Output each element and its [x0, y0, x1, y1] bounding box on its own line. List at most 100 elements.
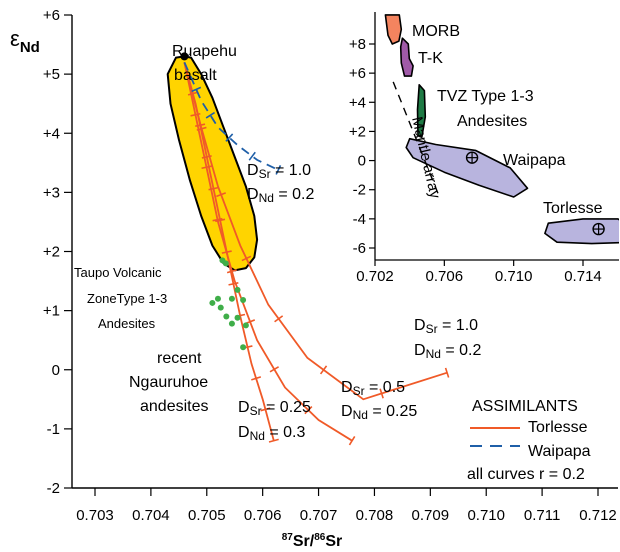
x-tick-label: 0.703: [76, 507, 114, 524]
andesite-sample-point: [240, 296, 247, 303]
legend-label-waipapa: Waipapa: [528, 443, 591, 460]
curve-tick: [304, 405, 313, 415]
x-tick-label: 0.705: [188, 507, 226, 524]
x-axis-title-end: Sr: [325, 533, 342, 550]
inset-y-tick-label: -4: [353, 211, 366, 228]
curve-tick: [190, 112, 201, 117]
x-axis-title-mid: Sr/: [293, 533, 315, 550]
inset-y-tick-label: -2: [353, 182, 366, 199]
inset-y-tick-label: +6: [349, 65, 366, 82]
x-tick-label: 0.710: [467, 507, 505, 524]
andesite-sample-point: [223, 313, 230, 320]
curve-tick: [208, 186, 219, 191]
x-axis-title-sup1: 87: [282, 532, 294, 543]
tvz-field-layer: [166, 55, 259, 272]
curve-label-torlesse1-dsr: DSr = 1.0: [414, 317, 478, 336]
x-axis-title: 87Sr/86Sr: [282, 532, 343, 550]
curve-label-torlesse2-dsr: DSr = 0.5: [341, 379, 405, 398]
y-axis-title-sub: Nd: [20, 39, 40, 56]
recent-label-2: Ngauruhoe: [129, 374, 208, 391]
andesite-sample-point: [234, 314, 241, 321]
curve-tick: [268, 438, 279, 443]
curve-label-waipapa-dsr: DSr = 1.0: [247, 162, 311, 181]
curve-tick: [191, 86, 202, 93]
x-tick-label: 0.711: [524, 507, 560, 524]
curve-tick: [260, 407, 271, 412]
y-tick-label: +3: [43, 184, 60, 201]
curve-tick: [215, 218, 226, 223]
curve-label-torlesse1-dnd: DNd = 0.2: [414, 342, 481, 361]
inset-y-tick-label: +4: [349, 94, 366, 111]
inset-fields-layer: [384, 14, 619, 245]
inset-plot: 0.702 0.706 0.710 0.714 +8 +6 +4 +2 0 -2 -4 -6 MOR…: [349, 12, 619, 285]
curve-tick: [379, 388, 384, 399]
morb-field: [384, 14, 403, 45]
waipapa-curve-3: [183, 61, 279, 171]
curve-tick: [248, 151, 256, 161]
x-tick-label: 0.707: [300, 507, 338, 524]
curve-tick: [275, 165, 282, 175]
inset-x-ticks: 0.702 0.706 0.710 0.714: [356, 260, 602, 285]
curve-tick: [251, 376, 262, 381]
main-y-ticks: +6 +5 +4 +3 +2 +1 0 -1 -2: [43, 7, 72, 497]
ruapehu-label-2: basalt: [174, 67, 217, 84]
x-axis-title-sup2: 86: [314, 532, 326, 543]
andesite-sample-point: [228, 320, 235, 327]
curve-tick: [269, 366, 280, 373]
y-axis-title: εNd: [10, 26, 40, 56]
inset-label-morb: MORB: [412, 23, 460, 40]
inset-label-tvz-2: Andesites: [457, 113, 527, 130]
curve-tick: [187, 91, 198, 96]
y-tick-label: +6: [43, 7, 60, 24]
legend-note: all curves r = 0.2: [467, 466, 585, 483]
curve-tick: [228, 282, 239, 286]
inset-y-tick-label: +8: [349, 36, 366, 53]
ruapehu-label-1: Ruapehu: [172, 43, 237, 60]
curve-tick: [225, 133, 234, 142]
y-tick-label: -2: [47, 480, 60, 497]
curve-tick: [444, 367, 450, 378]
legend-title: ASSIMILANTS: [472, 398, 578, 415]
sample-points-layer: [180, 52, 249, 351]
recent-label-3: andesites: [140, 398, 209, 415]
y-tick-label: 0: [52, 362, 60, 379]
andesite-sample-point: [209, 299, 216, 306]
legend: ASSIMILANTS Torlesse Waipapa all curves …: [467, 398, 591, 483]
curve-tick: [348, 436, 356, 446]
inset-x-tick-label: 0.706: [426, 268, 464, 285]
inset-label-waipapa: Waipapa: [503, 152, 566, 169]
recent-label-1: recent: [157, 350, 202, 367]
curve-tick: [241, 255, 252, 262]
curve-tick: [274, 315, 284, 323]
inset-label-tk: T-K: [418, 50, 443, 67]
curve-label-torlesse3-dnd: DNd = 0.3: [238, 424, 305, 443]
x-tick-label: 0.709: [412, 507, 450, 524]
inset-x-tick-label: 0.714: [564, 268, 602, 285]
x-tick-label: 0.712: [579, 507, 617, 524]
tvz-field-label-2: ZoneType 1-3: [87, 291, 167, 306]
inset-y-ticks: +8 +6 +4 +2 0 -2 -4 -6: [349, 36, 375, 257]
inset-y-tick-label: -6: [353, 240, 366, 257]
waipapa-field: [405, 137, 529, 198]
andesite-sample-point: [217, 304, 224, 311]
x-tick-label: 0.706: [244, 507, 282, 524]
inset-label-torlesse: Torlesse: [543, 200, 603, 217]
inset-x-tick-label: 0.710: [495, 268, 533, 285]
ruapehu-basalt-point: [180, 52, 189, 61]
y-axis-title-symbol: ε: [10, 26, 20, 51]
curve-tick: [205, 111, 216, 119]
mantle-array-line: [392, 81, 439, 195]
curve-tick: [319, 365, 328, 375]
y-tick-label: +1: [43, 303, 60, 320]
torlesse-field: [544, 218, 619, 245]
tvz-field-label-3: Andesites: [98, 316, 156, 331]
torlesse-curve-2: [183, 62, 275, 441]
curve-tick: [226, 269, 237, 274]
torlesse-curve-1: [183, 62, 353, 442]
curve-label-waipapa-dnd: DNd = 0.2: [247, 186, 314, 205]
main-x-ticks: 0.703 0.704 0.705 0.706 0.707 0.708 0.709 0.710…: [76, 488, 617, 524]
andesite-sample-point: [214, 295, 221, 302]
inset-x-tick-label: 0.702: [356, 268, 394, 285]
curve-tick: [195, 123, 206, 127]
